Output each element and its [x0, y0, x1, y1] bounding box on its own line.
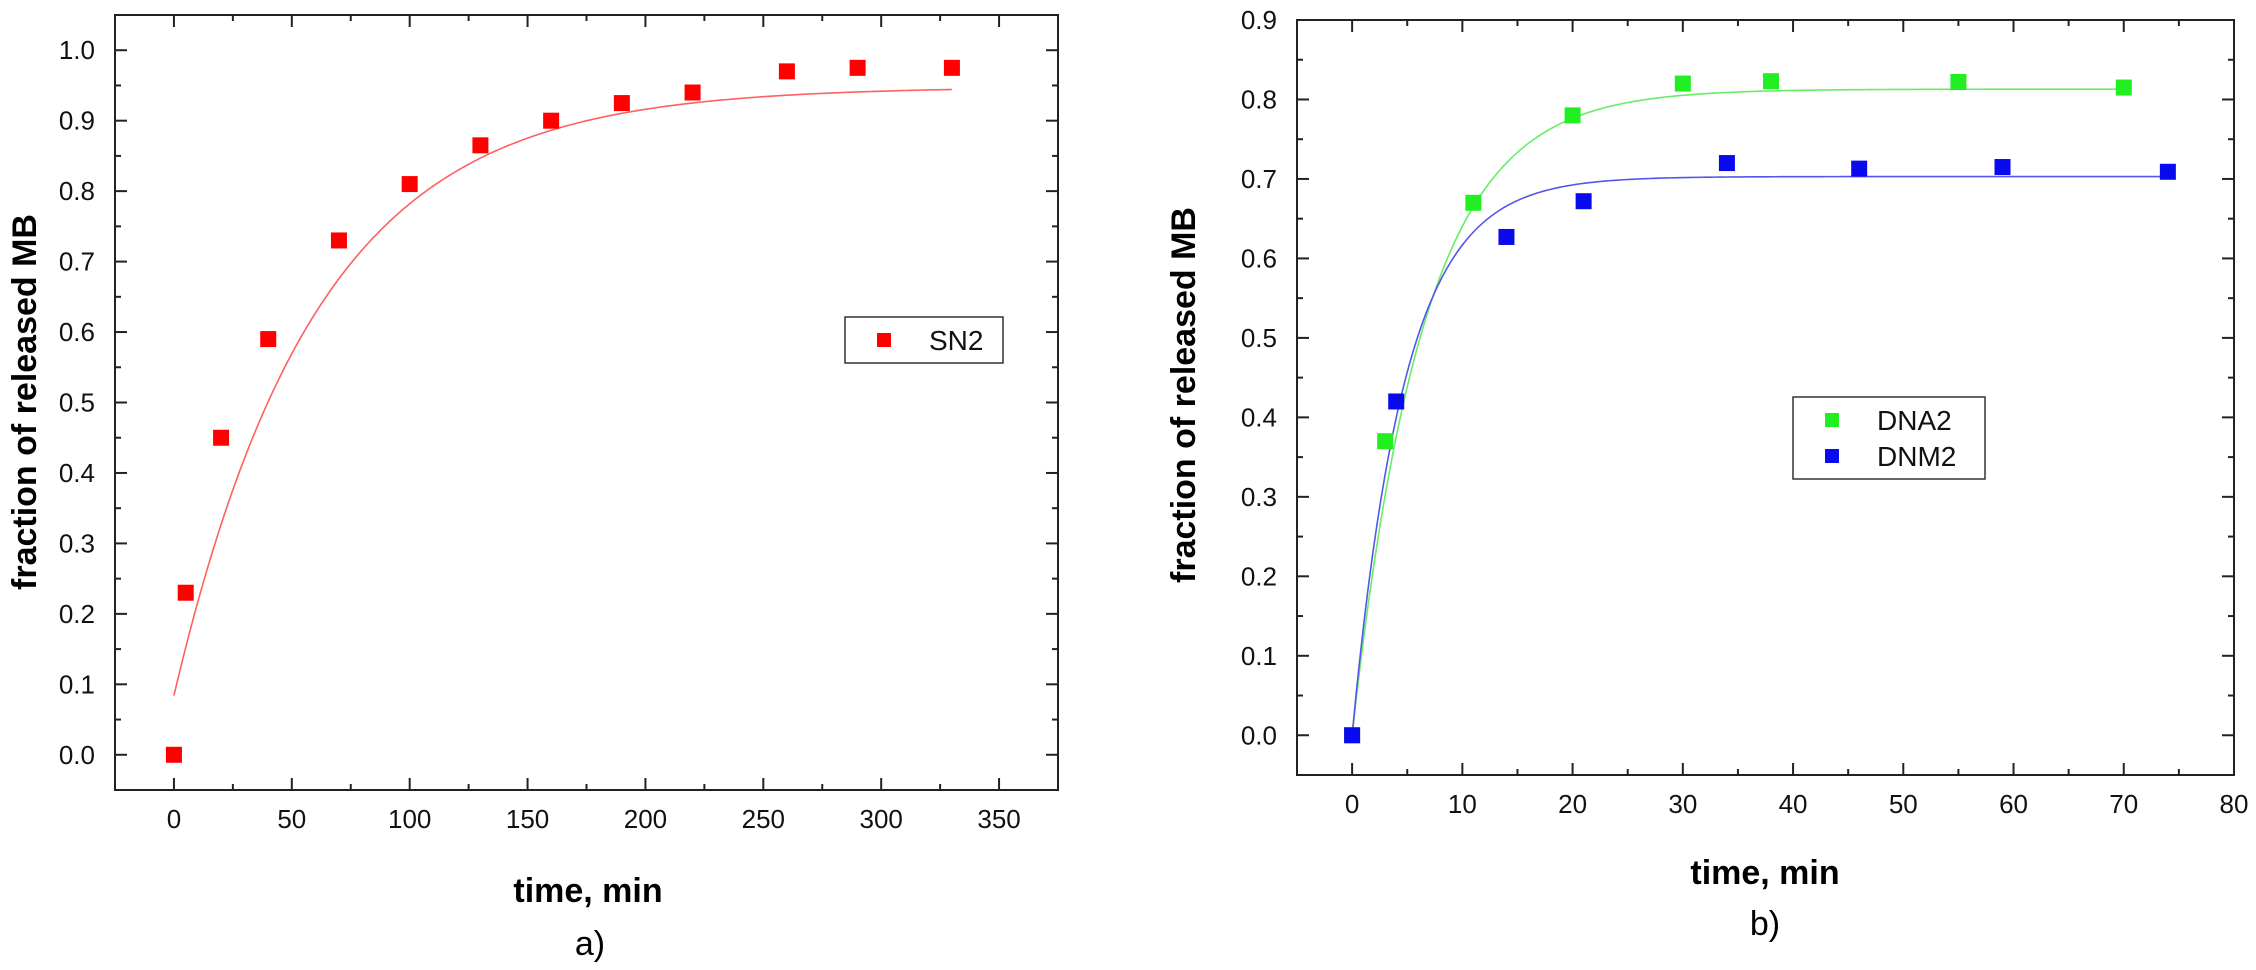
panel-a-y-tick-label: 0.9	[59, 106, 95, 136]
panel-b-data-points	[1344, 73, 2176, 744]
panel-b-legend-marker-dnm2	[1825, 449, 1839, 463]
panel-b-y-tick-label: 0.0	[1241, 720, 1277, 750]
panel-b-y-tick-label: 0.7	[1241, 164, 1277, 194]
panel-a-x-tick-label: 250	[742, 804, 785, 834]
panel-b-point-dna2	[1465, 194, 1482, 211]
panel-b-point-dna2	[1564, 107, 1581, 124]
panel-b-x-tick-label: 70	[2109, 789, 2138, 819]
panel-a-legend-label-sn2: SN2	[929, 325, 983, 356]
panel-b-point-dna2	[2115, 79, 2132, 96]
panel-a-plot-frame	[114, 14, 1059, 791]
panel-a: 0 50 100 150 200 250 300 350 0.0 0.1 0.2 0.3 0.4 0.5 0…	[6, 14, 1059, 963]
panel-b-point-dnm2	[1994, 159, 2011, 176]
panel-a-point-sn2	[849, 59, 866, 76]
panel-a-point-sn2	[165, 746, 182, 763]
panel-b-point-dnm2	[2159, 163, 2176, 180]
panel-a-point-sn2	[613, 95, 630, 112]
panel-a-legend-box	[844, 316, 1004, 364]
panel-a-y-tick-label: 0.3	[59, 528, 95, 558]
panel-b-y-tick-label: 0.8	[1241, 84, 1277, 114]
panel-a-x-tick-label: 350	[977, 804, 1020, 834]
panel-a-label: a)	[575, 925, 605, 963]
panel-b-y-tick-label: 0.3	[1241, 482, 1277, 512]
panel-b-plot-frame	[1296, 19, 2235, 776]
panel-b-point-dnm2	[1344, 727, 1361, 744]
panel-b-x-tick-label: 30	[1668, 789, 1697, 819]
panel-b-point-dna2	[1674, 75, 1691, 92]
panel-b-point-dnm2	[1575, 193, 1592, 210]
panel-a-legend: SN2	[844, 316, 1004, 364]
panel-a-y-tick-label: 0.5	[59, 388, 95, 418]
panel-b-y-tick-label: 0.9	[1241, 5, 1277, 35]
panel-a-x-tick-label: 150	[506, 804, 549, 834]
panel-a-point-sn2	[260, 331, 277, 348]
panel-a-x-tick-label: 0	[167, 804, 181, 834]
panel-a-x-tick-label: 300	[859, 804, 902, 834]
panel-b-x-tick-label: 80	[2220, 789, 2249, 819]
panel-b-x-tick-label: 0	[1345, 789, 1359, 819]
panel-a-y-tick-label: 0.4	[59, 458, 95, 488]
panel-a-point-sn2	[213, 429, 230, 446]
panel-a-point-sn2	[472, 137, 489, 154]
panel-b-x-tick-label: 40	[1779, 789, 1808, 819]
panel-b-y-tick-label: 0.1	[1241, 641, 1277, 671]
panel-a-point-sn2	[543, 112, 560, 129]
panel-b: 0 10 20 30 40 50 60 70 80 0.0 0.1 0.2 0.3 0.4 0.5 0.6 0.…	[1165, 5, 2248, 943]
panel-a-point-sn2	[684, 84, 701, 101]
panel-a-fit-curve-sn2	[173, 88, 952, 696]
panel-b-legend-marker-dna2	[1825, 413, 1839, 427]
panel-a-y-tick-label: 0.0	[59, 740, 95, 770]
panel-b-point-dnm2	[1388, 393, 1405, 410]
panel-a-y-tick-label: 0.8	[59, 176, 95, 206]
panel-b-x-axis-title: time, min	[1690, 854, 1839, 892]
panel-b-legend-label-dna2: DNA2	[1877, 405, 1952, 436]
panel-b-point-dnm2	[1498, 228, 1515, 245]
panel-b-point-dnm2	[1851, 160, 1868, 177]
panel-a-point-sn2	[778, 63, 795, 80]
panel-b-y-axis-title: fraction of released MB	[1165, 207, 1203, 583]
panel-b-point-dnm2	[1718, 155, 1735, 172]
panel-a-x-axis-title: time, min	[513, 872, 662, 910]
panel-a-x-tick-label: 50	[277, 804, 306, 834]
panel-b-point-dna2	[1377, 433, 1394, 450]
panel-a-point-sn2	[177, 584, 194, 601]
panel-b-y-tick-label: 0.6	[1241, 243, 1277, 273]
panel-a-x-tick-label: 100	[388, 804, 431, 834]
panel-b-label: b)	[1750, 905, 1780, 943]
panel-b-x-tick-label: 60	[1999, 789, 2028, 819]
panel-b-legend-label-dnm2: DNM2	[1877, 441, 1956, 472]
panel-b-ticks: 0 10 20 30 40 50 60 70 80 0.0 0.1 0.2 0.3 0.4 0.5 0.6 0.…	[1241, 5, 2249, 819]
panel-a-y-tick-label: 0.6	[59, 317, 95, 347]
panel-a-point-sn2	[943, 59, 960, 76]
panel-b-fit-curve-dna2	[1351, 88, 2124, 736]
panel-a-y-tick-label: 0.2	[59, 599, 95, 629]
panel-a-y-tick-label: 1.0	[59, 35, 95, 65]
panel-b-point-dna2	[1950, 73, 1967, 90]
panel-b-x-tick-label: 10	[1448, 789, 1477, 819]
panel-a-y-axis-title: fraction of released MB	[6, 214, 44, 590]
panel-a-point-sn2	[401, 176, 418, 193]
panel-a-y-tick-label: 0.1	[59, 669, 95, 699]
panel-b-point-dna2	[1763, 73, 1780, 90]
panel-b-y-tick-label: 0.5	[1241, 323, 1277, 353]
panel-a-data-points	[165, 59, 960, 763]
panel-b-legend-box	[1792, 396, 1986, 480]
panel-a-x-tick-label: 200	[624, 804, 667, 834]
panel-b-x-tick-label: 20	[1558, 789, 1587, 819]
panel-b-y-tick-label: 0.2	[1241, 561, 1277, 591]
panel-b-x-tick-label: 50	[1889, 789, 1918, 819]
panel-b-legend: DNA2 DNM2	[1792, 396, 1986, 480]
panel-b-y-tick-label: 0.4	[1241, 402, 1277, 432]
panel-a-legend-marker-sn2	[877, 333, 891, 347]
panel-a-ticks: 0 50 100 150 200 250 300 350 0.0 0.1 0.2 0.3 0.4 0.5 0…	[59, 15, 1058, 834]
panel-a-y-tick-label: 0.7	[59, 247, 95, 277]
panel-b-fit-curves	[1351, 88, 2168, 736]
panel-a-fit-curves	[173, 88, 952, 696]
panel-a-point-sn2	[330, 232, 347, 249]
panel-b-fit-curve-dnm2	[1351, 175, 2168, 736]
